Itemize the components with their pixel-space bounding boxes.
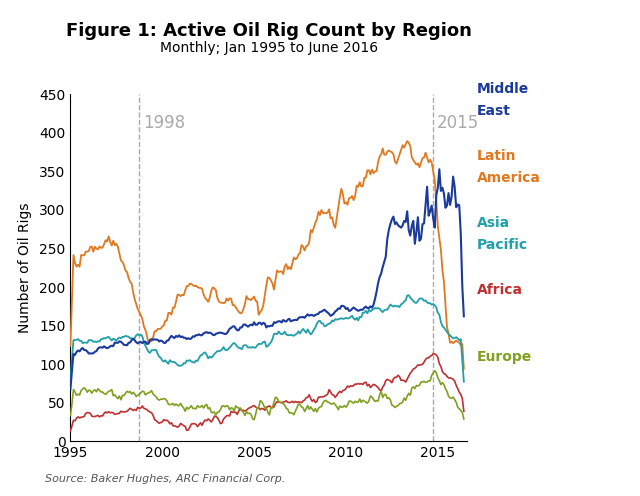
Text: 2015: 2015 [437,114,479,131]
Text: Figure 1: Active Oil Rig Count by Region: Figure 1: Active Oil Rig Count by Region [66,22,472,40]
Text: East: East [477,104,511,118]
Text: Africa: Africa [477,283,523,297]
Text: Monthly; Jan 1995 to June 2016: Monthly; Jan 1995 to June 2016 [160,41,378,55]
Text: Europe: Europe [477,350,532,364]
Text: America: America [477,171,541,185]
Text: Source: Baker Hughes, ARC Financial Corp.: Source: Baker Hughes, ARC Financial Corp… [45,474,285,484]
Y-axis label: Number of Oil Rigs: Number of Oil Rigs [18,202,32,333]
Text: Latin: Latin [477,149,516,163]
Text: Middle: Middle [477,82,529,96]
Text: Pacific: Pacific [477,238,528,252]
Text: 1998: 1998 [143,114,185,131]
Text: Asia: Asia [477,216,510,230]
